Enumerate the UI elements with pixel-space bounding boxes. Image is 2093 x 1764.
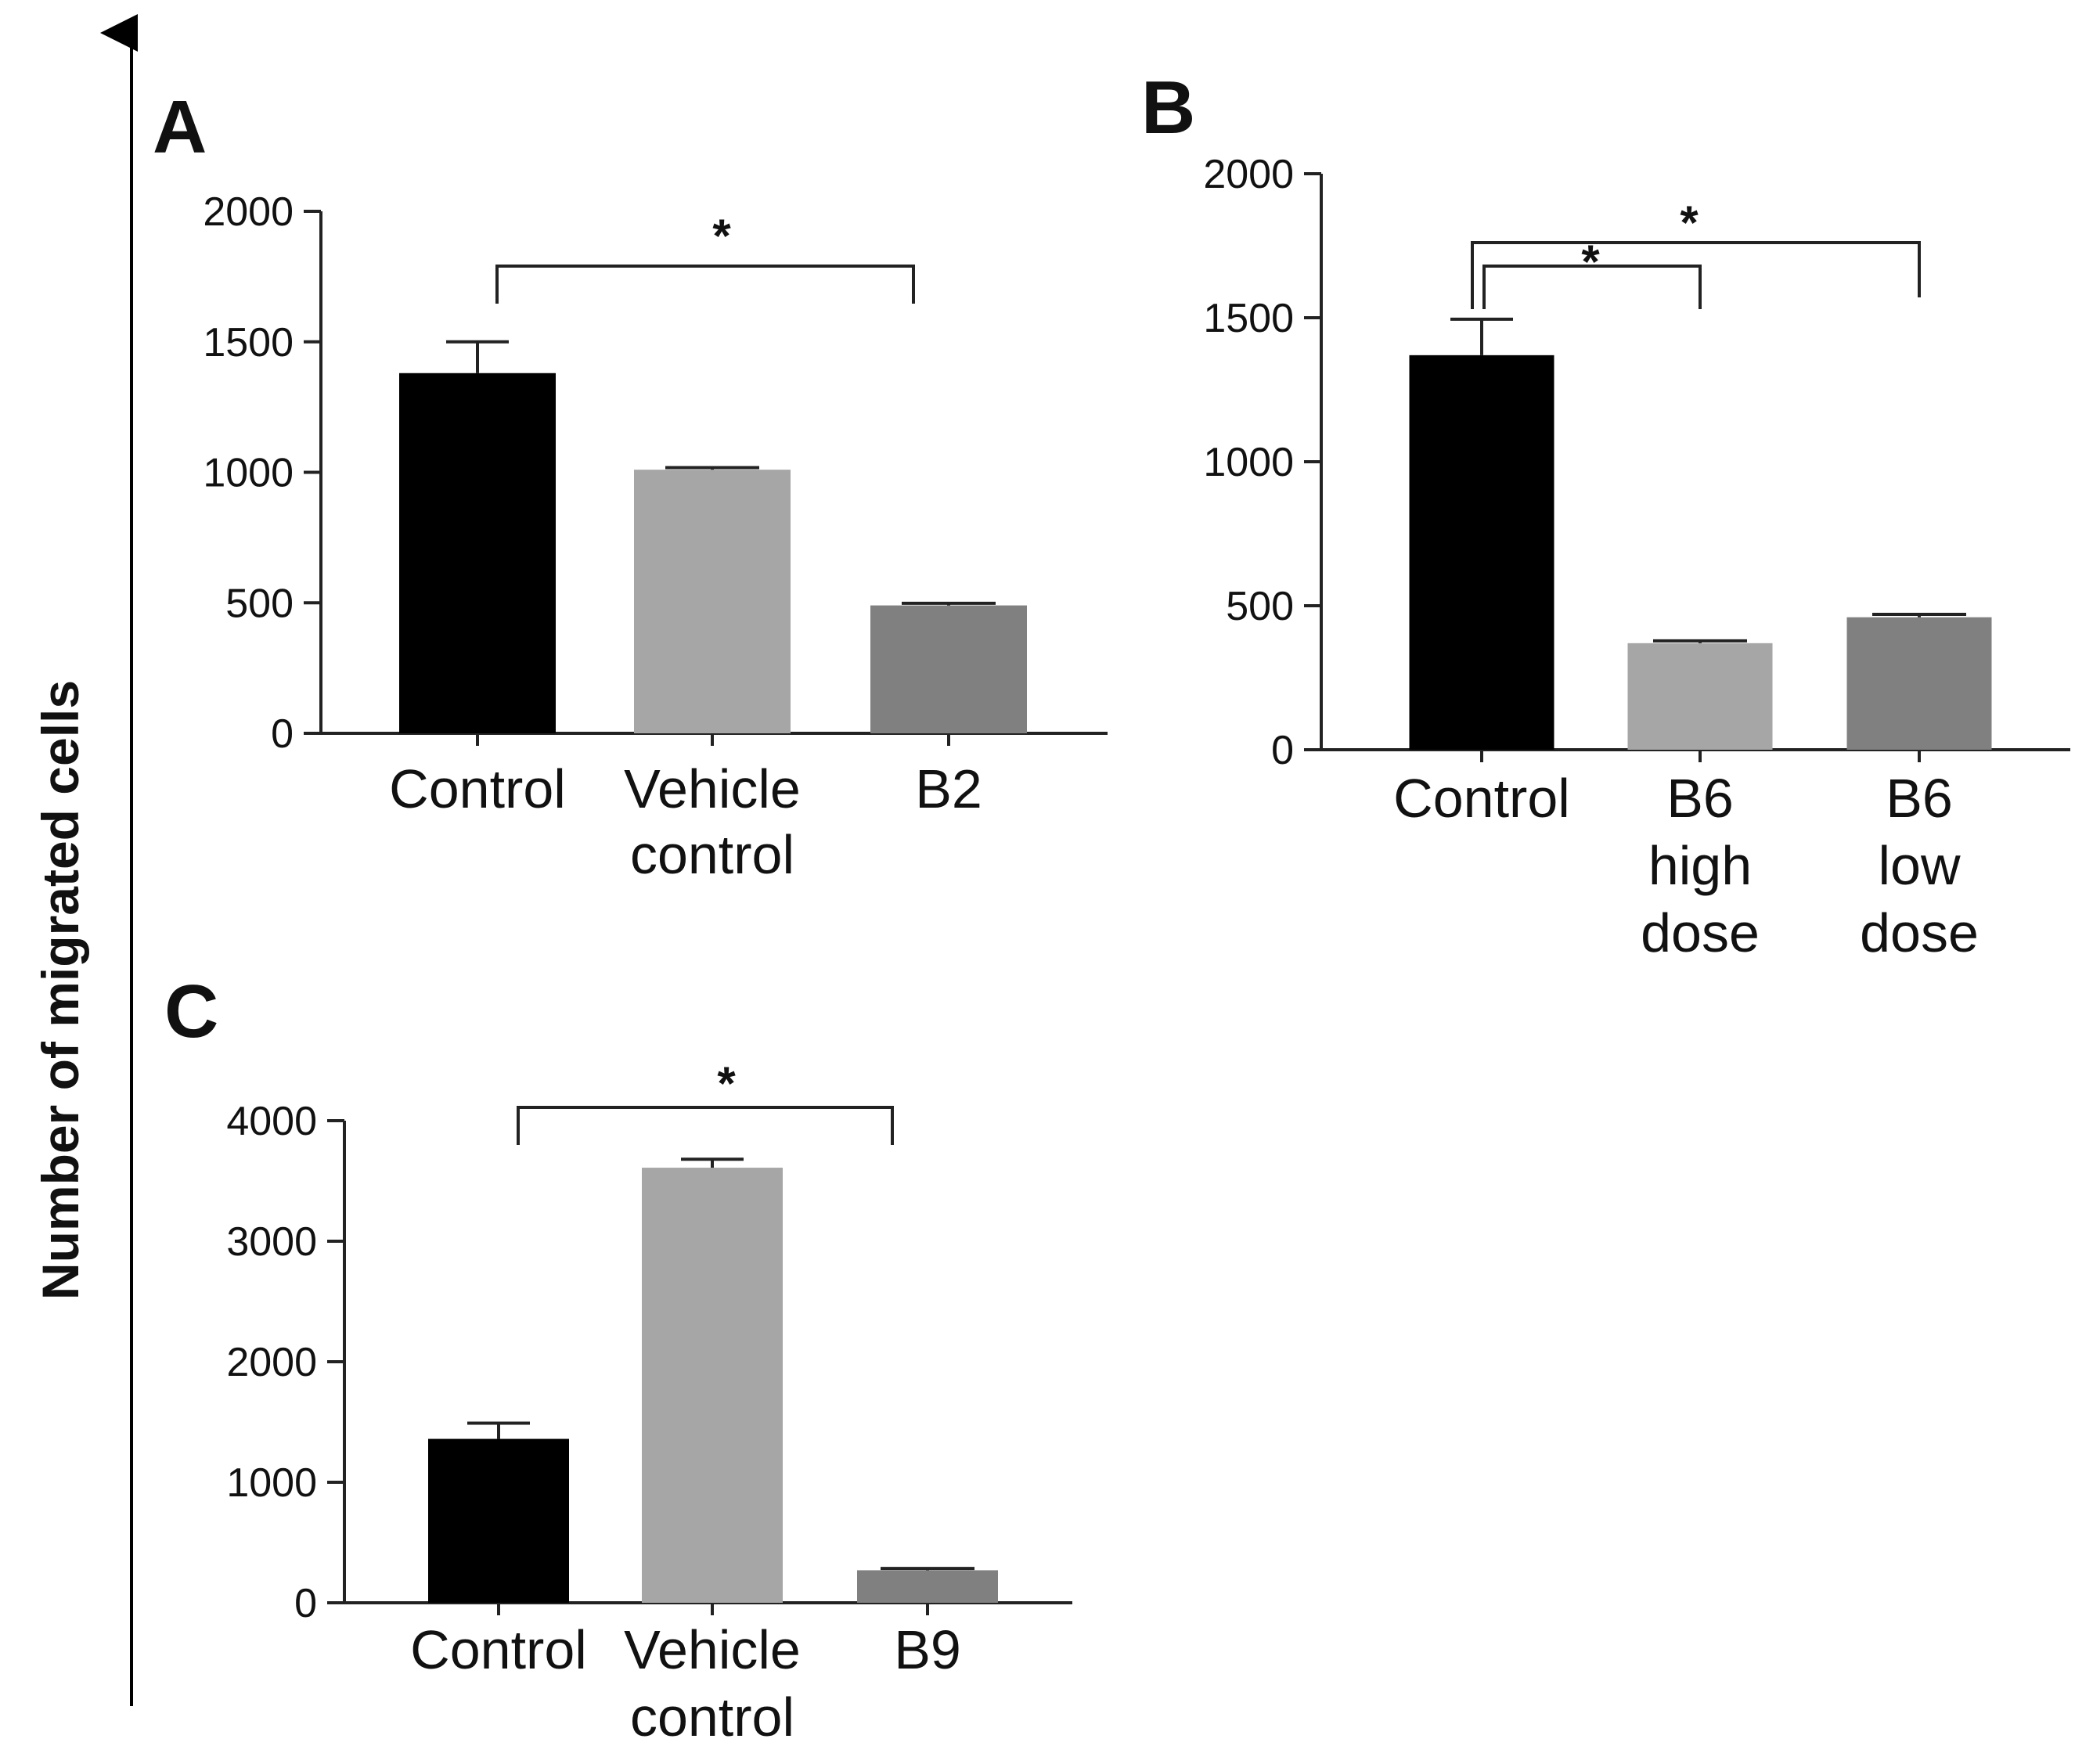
- x-category-label: B6 high dose: [1641, 768, 1760, 963]
- y-tick-label: 0: [294, 1581, 317, 1626]
- error-bar: [1653, 639, 1747, 643]
- y-tick-label: 3000: [226, 1219, 317, 1265]
- significance-bracket: [1471, 241, 1921, 309]
- error-bar: [665, 466, 759, 470]
- significance-marker: *: [712, 210, 731, 262]
- x-category-label-line: B9: [894, 1619, 961, 1680]
- panel-letter: A: [153, 85, 207, 169]
- x-category-label: B9: [894, 1619, 961, 1680]
- error-bar: [902, 601, 996, 606]
- bar: [399, 373, 556, 733]
- x-category-label-line: dose: [1860, 902, 1979, 963]
- bar: [634, 470, 791, 733]
- y-tick-label: 1500: [203, 320, 294, 365]
- y-tick-label: 4000: [226, 1099, 317, 1144]
- chart-panel-a: A 0 500 1000 1500 2000 Control Vehicle control B2…: [153, 85, 1108, 885]
- x-category-label-line: Vehicle: [624, 1619, 801, 1680]
- x-category-label: Control: [389, 758, 566, 819]
- x-category-label-line: Vehicle: [624, 758, 801, 819]
- y-axis-label: Number of migrated cells: [31, 680, 89, 1300]
- y-tick-label: 0: [1271, 728, 1294, 773]
- y-tick-label: 1000: [226, 1460, 317, 1506]
- panel-letter: B: [1141, 66, 1195, 149]
- x-category-label-line: control: [630, 824, 794, 885]
- significance-bracket: [1482, 265, 1702, 309]
- error-bar: [1872, 613, 1966, 617]
- x-category-label-line: B2: [915, 758, 982, 819]
- chart-panel-c: C 0 1000 2000 3000 4000 Control Vehicle control B…: [164, 970, 1072, 1748]
- y-tick-label: 0: [271, 711, 294, 757]
- y-tick-label: 1500: [1203, 296, 1294, 341]
- y-tick-label: 500: [1226, 584, 1294, 629]
- error-bar: [1450, 317, 1513, 355]
- significance-marker: *: [717, 1057, 736, 1110]
- x-category-label: Control: [410, 1619, 587, 1680]
- x-category-label-line: B6: [1666, 768, 1734, 829]
- x-category-label: Control: [1393, 768, 1570, 829]
- x-category-label-line: high: [1648, 835, 1752, 896]
- bar: [642, 1168, 783, 1603]
- bar: [1627, 643, 1773, 750]
- bar: [857, 1570, 998, 1603]
- y-tick-label: 1000: [203, 451, 294, 496]
- significance-marker: *: [1581, 236, 1600, 288]
- y-tick-label: 1000: [1203, 440, 1294, 485]
- y-tick-label: 2000: [226, 1340, 317, 1385]
- significance-bracket: [495, 265, 915, 304]
- bar: [870, 605, 1027, 733]
- error-bar: [681, 1157, 744, 1168]
- bar: [1846, 617, 1992, 750]
- bar: [428, 1438, 569, 1603]
- y-tick-label: 2000: [1203, 152, 1294, 197]
- panel-letter: C: [164, 970, 218, 1053]
- x-category-label: B2: [915, 758, 982, 819]
- x-category-label: Vehicle control: [624, 1619, 801, 1748]
- error-bar: [467, 1421, 530, 1439]
- y-tick-label: 2000: [203, 189, 294, 235]
- x-category-label-line: low: [1878, 835, 1960, 896]
- x-category-label-line: control: [630, 1687, 794, 1748]
- x-category-label: B6 low dose: [1860, 768, 1979, 963]
- significance-bracket: [517, 1106, 894, 1145]
- bar: [1409, 355, 1554, 750]
- significance-marker: *: [1680, 196, 1699, 249]
- x-category-label-line: Control: [389, 758, 566, 819]
- x-category-label-line: Control: [1393, 768, 1570, 829]
- error-bar: [881, 1567, 974, 1571]
- x-category-label-line: dose: [1641, 902, 1760, 963]
- x-category-label: Vehicle control: [624, 758, 801, 885]
- y-tick-label: 500: [225, 581, 294, 626]
- error-bar: [446, 340, 509, 373]
- x-category-label-line: Control: [410, 1619, 587, 1680]
- x-category-label-line: B6: [1886, 768, 1953, 829]
